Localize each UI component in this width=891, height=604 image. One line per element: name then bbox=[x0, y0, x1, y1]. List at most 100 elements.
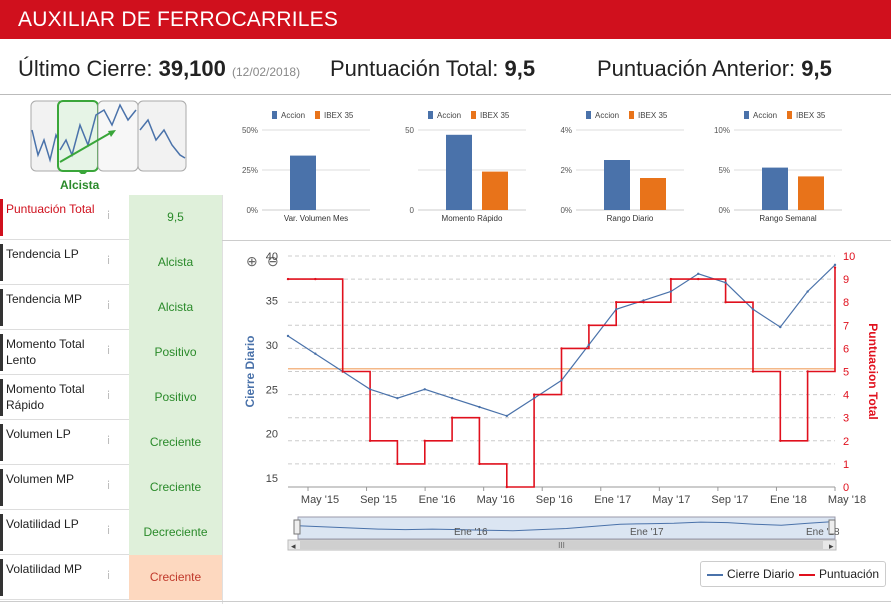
legend-puntuacion[interactable]: Puntuación bbox=[799, 567, 879, 581]
data-point-puntuacion bbox=[450, 416, 454, 419]
indicator-value: Creciente bbox=[129, 555, 222, 600]
legend-swatch-accion bbox=[744, 111, 749, 119]
data-point-puntuacion bbox=[314, 277, 317, 281]
data-point-puntuacion bbox=[615, 301, 618, 304]
info-icon[interactable]: ⅰ bbox=[107, 435, 111, 447]
indicator-row[interactable]: Volumen MP ⅰ Creciente bbox=[0, 465, 222, 510]
row-marker bbox=[0, 559, 3, 596]
data-point-cierre bbox=[751, 308, 755, 311]
data-point-puntuacion bbox=[806, 370, 809, 373]
y2-tick-label: 7 bbox=[843, 320, 849, 332]
indicator-table: Puntuación Total ⅰ 9,5 Tendencia LP ⅰ Al… bbox=[0, 195, 222, 600]
zoom-out-icon[interactable]: ⊖ bbox=[267, 253, 279, 269]
info-icon[interactable]: ⅰ bbox=[107, 525, 111, 537]
info-icon[interactable]: ⅰ bbox=[107, 210, 111, 222]
selected-pointer-icon bbox=[78, 171, 88, 174]
info-icon[interactable]: ⅰ bbox=[107, 570, 111, 582]
indicator-row[interactable]: Puntuación Total ⅰ 9,5 bbox=[0, 195, 222, 240]
chart-title: Momento Rápido bbox=[442, 214, 503, 223]
bar-ibex bbox=[640, 178, 666, 210]
trend-thumb-lateral[interactable] bbox=[137, 100, 187, 172]
navigator-handle-left[interactable] bbox=[293, 519, 301, 535]
row-marker bbox=[0, 334, 3, 371]
info-icon[interactable]: ⅰ bbox=[107, 390, 111, 402]
x-tick-label: Ene '17 bbox=[594, 494, 631, 506]
data-point-puntuacion bbox=[423, 439, 426, 442]
chart-title: Rango Semanal bbox=[759, 214, 817, 223]
data-point-cierre bbox=[368, 388, 372, 391]
info-icon[interactable]: ⅰ bbox=[107, 300, 111, 312]
row-marker bbox=[0, 199, 3, 236]
navigator-series bbox=[297, 521, 836, 532]
divider bbox=[222, 195, 223, 604]
indicator-row[interactable]: Tendencia LP ⅰ Alcista bbox=[0, 240, 222, 285]
total-score-value: 9,5 bbox=[504, 56, 536, 81]
indicator-row[interactable]: Volatilidad LP ⅰ Decreciente bbox=[0, 510, 222, 555]
data-point-cierre bbox=[697, 272, 700, 275]
data-point-cierre bbox=[560, 379, 563, 382]
indicator-row[interactable]: Tendencia MP ⅰ Alcista bbox=[0, 285, 222, 330]
indicator-row[interactable]: Momento Total Rápido ⅰ Positivo bbox=[0, 375, 222, 420]
total-score-label: Puntuación Total: bbox=[330, 56, 499, 81]
bar-ibex bbox=[798, 176, 824, 210]
y2-tick-label: 8 bbox=[843, 297, 849, 309]
y-tick-label: 0 bbox=[410, 206, 415, 215]
series-line-puntuacion bbox=[288, 267, 836, 488]
navigator-handle-right[interactable] bbox=[828, 519, 836, 535]
info-icon[interactable]: ⅰ bbox=[107, 345, 111, 357]
data-point-puntuacion bbox=[642, 301, 645, 304]
trend-selector[interactable] bbox=[30, 100, 188, 174]
indicator-row[interactable]: Volumen LP ⅰ Creciente bbox=[0, 420, 222, 465]
data-point-cierre bbox=[806, 290, 809, 293]
indicator-row[interactable]: Momento Total Lento ⅰ Positivo bbox=[0, 330, 222, 375]
indicator-label: Volatilidad LP bbox=[6, 517, 79, 531]
scroll-left-icon[interactable]: ◂ bbox=[291, 541, 296, 551]
info-icon[interactable]: ⅰ bbox=[107, 480, 111, 492]
y-tick-label: 10% bbox=[714, 126, 730, 135]
y-tick-label: 35 bbox=[266, 295, 278, 307]
indicator-value: Decreciente bbox=[129, 510, 222, 555]
data-point-cierre bbox=[724, 281, 727, 284]
y2-tick-label: 2 bbox=[843, 436, 849, 448]
row-marker bbox=[0, 469, 3, 506]
zoom-in-icon[interactable]: ⊕ bbox=[246, 253, 258, 269]
navigator-label: Ene '18 bbox=[806, 527, 840, 538]
bar-accion bbox=[762, 167, 788, 210]
legend-swatch-ibex bbox=[471, 111, 476, 119]
y2-tick-label: 9 bbox=[843, 274, 849, 286]
indicator-value: Positivo bbox=[129, 330, 222, 375]
last-close-label: Último Cierre: bbox=[18, 56, 153, 81]
bar-accion bbox=[604, 160, 630, 210]
data-point-cierre bbox=[669, 290, 673, 293]
legend-accion-label: Accion bbox=[595, 111, 619, 120]
chart-title: Rango Diario bbox=[607, 214, 654, 223]
data-point-puntuacion bbox=[587, 324, 591, 327]
x-tick-label: Sep '15 bbox=[360, 494, 397, 506]
y2-axis-title: Puntuacion Total bbox=[866, 323, 880, 419]
page-title: AUXILIAR DE FERROCARRILES bbox=[18, 8, 339, 31]
x-tick-label: Sep '16 bbox=[536, 494, 573, 506]
indicator-row[interactable]: Volatilidad MP ⅰ Creciente bbox=[0, 555, 222, 600]
divider bbox=[222, 240, 891, 241]
y-tick-label: 0% bbox=[560, 206, 572, 215]
trend-thumb-price-line bbox=[59, 103, 137, 158]
indicator-value: Positivo bbox=[129, 375, 222, 420]
mini-chart: Accion IBEX 35 0% 5% 10% Rango Semanal bbox=[714, 111, 842, 223]
price-score-chart[interactable]: 0 1 2 3 4 5 6 7 8 9 10 15 20 25 30 35 40 May '15 Sep '15 En… bbox=[222, 241, 891, 559]
data-point-cierre bbox=[779, 325, 782, 329]
data-point-puntuacion bbox=[560, 347, 563, 350]
scrollbar-thumb[interactable] bbox=[300, 541, 823, 549]
info-icon[interactable]: ⅰ bbox=[107, 255, 111, 267]
data-point-puntuacion bbox=[478, 462, 481, 466]
data-point-cierre bbox=[505, 414, 508, 418]
mini-chart: Accion IBEX 35 0 50 Momento Rápido bbox=[405, 111, 526, 223]
x-tick-label: Ene '16 bbox=[419, 494, 456, 506]
row-marker bbox=[0, 379, 3, 416]
scroll-right-icon[interactable]: ▸ bbox=[829, 541, 834, 551]
data-point-puntuacion bbox=[697, 277, 700, 281]
legend-cierre[interactable]: Cierre Diario bbox=[707, 567, 794, 581]
legend-ibex-label: IBEX 35 bbox=[796, 111, 826, 120]
data-point-cierre bbox=[286, 334, 290, 338]
trend-thumb-line-right bbox=[139, 118, 186, 159]
x-tick-label: Ene '18 bbox=[770, 494, 807, 506]
